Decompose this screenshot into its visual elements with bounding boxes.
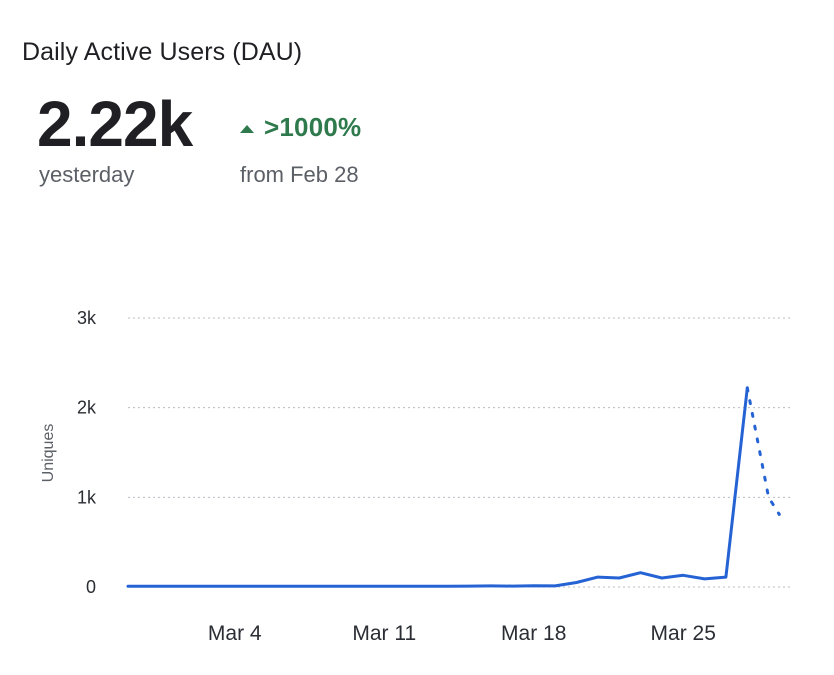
metric-caption: yesterday: [39, 162, 135, 187]
x-tick-label: Mar 4: [208, 622, 262, 645]
series-line-projection: [745, 386, 781, 516]
card-title: Daily Active Users (DAU): [22, 38, 303, 66]
y-tick-label: 1k: [77, 487, 97, 507]
x-tick-label: Mar 11: [352, 622, 416, 645]
y-axis-ticks: 0 1k 2k 3k: [77, 308, 97, 597]
y-axis-title: Uniques: [40, 424, 57, 483]
metric-value: 2.22k: [37, 88, 193, 160]
series-lines: [126, 386, 781, 588]
x-tick-label: Mar 25: [651, 622, 716, 645]
series-line-uniques: [126, 386, 749, 588]
triangle-up-icon: [240, 124, 254, 133]
delta-indicator: >1000%: [240, 112, 361, 143]
grid-lines: [128, 317, 790, 588]
y-tick-label: 0: [86, 577, 96, 597]
x-axis-ticks: Mar 4 Mar 11 Mar 18 Mar 25: [208, 622, 716, 645]
delta-value: >1000%: [264, 112, 362, 142]
y-tick-label: 2k: [77, 398, 97, 418]
delta-caption: from Feb 28: [240, 162, 359, 187]
y-tick-label: 3k: [77, 308, 97, 328]
x-tick-label: Mar 18: [501, 622, 566, 645]
